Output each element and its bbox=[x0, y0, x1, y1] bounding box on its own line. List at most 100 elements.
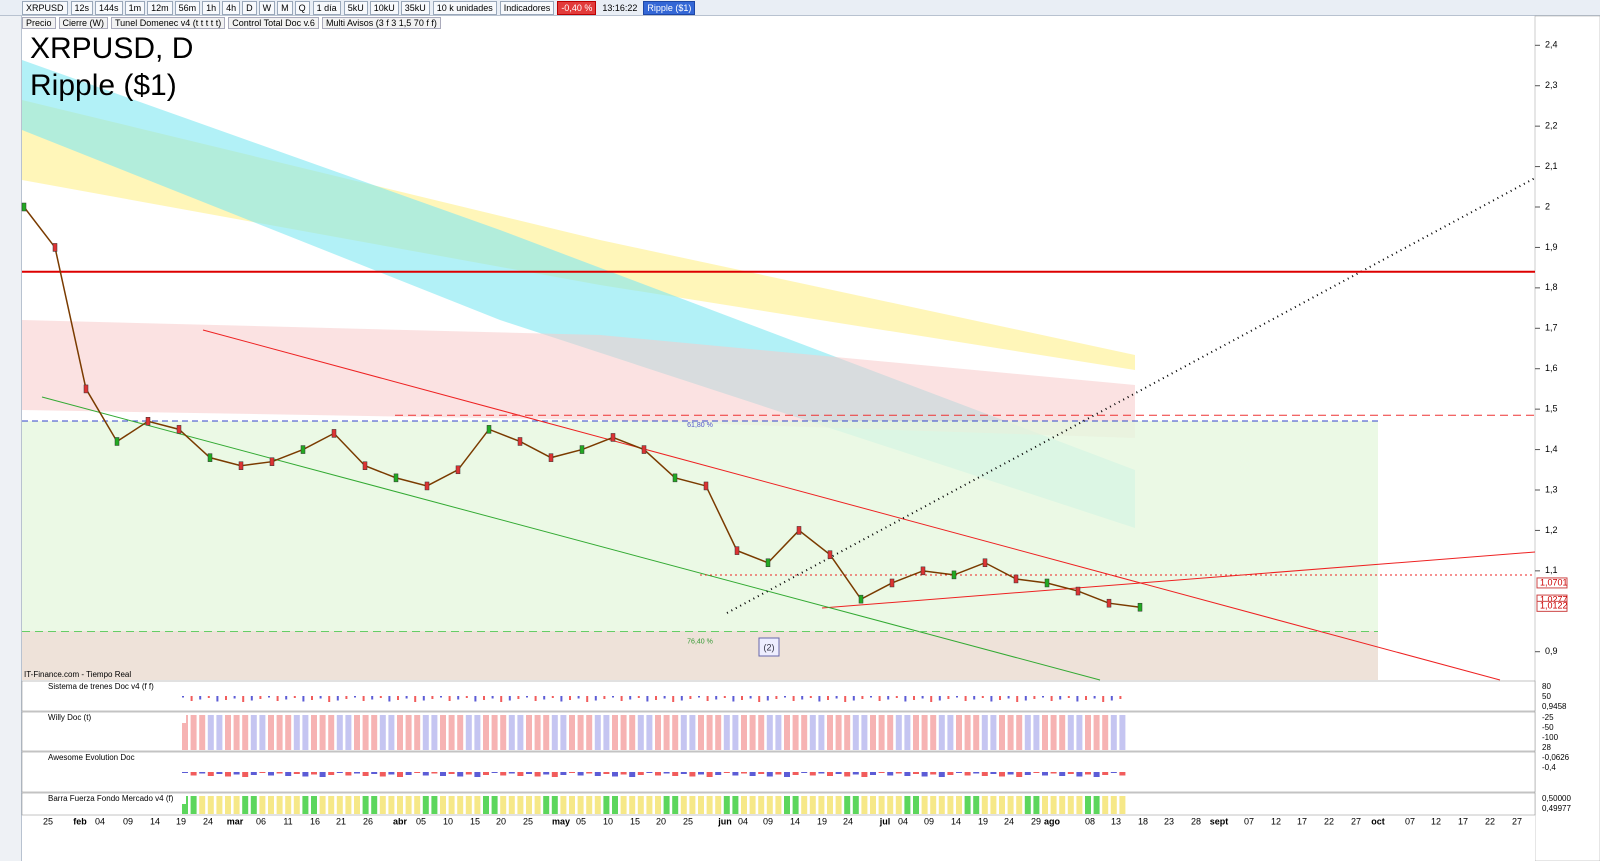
indicator-bar bbox=[655, 796, 661, 814]
indicator-bar bbox=[964, 772, 971, 776]
panel-title: Awesome Evolution Doc bbox=[48, 753, 135, 762]
x-tick-label: 14 bbox=[150, 816, 160, 826]
y-tick-label: 1,5 bbox=[1545, 404, 1558, 414]
indicator-bar bbox=[947, 772, 954, 775]
candle bbox=[672, 473, 678, 483]
indicator-bar bbox=[242, 796, 249, 814]
indicator-bar bbox=[1024, 796, 1031, 814]
indicator-bar bbox=[293, 696, 296, 698]
period[interactable]: 1 día bbox=[312, 0, 341, 15]
indicator-bar bbox=[311, 715, 317, 750]
indicator-bar bbox=[319, 796, 326, 814]
panel-axis-label: -0,4 bbox=[1542, 763, 1556, 772]
indicator-bar bbox=[715, 796, 722, 814]
indicator-bar bbox=[474, 772, 481, 777]
indicator-bar bbox=[474, 796, 481, 814]
indicator-bar bbox=[190, 772, 197, 776]
interval-button[interactable]: M bbox=[277, 0, 293, 15]
indicator-bar bbox=[861, 772, 868, 777]
indicator-bar bbox=[689, 796, 696, 814]
indicator-bar bbox=[293, 715, 300, 750]
interval-button[interactable]: 12m bbox=[147, 0, 173, 15]
indicator-bar bbox=[698, 696, 700, 698]
indicator-bar bbox=[285, 796, 292, 814]
indicator-bar bbox=[723, 772, 730, 773]
marker-box[interactable] bbox=[758, 637, 780, 657]
interval-button[interactable]: Q bbox=[294, 0, 310, 15]
indicator-bar bbox=[448, 696, 451, 701]
candle bbox=[393, 473, 399, 483]
panel-graphics bbox=[182, 796, 1126, 814]
indicator-bar bbox=[560, 696, 563, 702]
indicator-bar bbox=[414, 796, 421, 814]
x-tick-label: 05 bbox=[576, 816, 586, 826]
indicator-bar bbox=[336, 772, 343, 773]
overlay[interactable]: Tunel Domenec v4 (t t t t t) bbox=[111, 17, 226, 29]
indicator-bar bbox=[792, 715, 799, 750]
indicator-bar bbox=[474, 715, 481, 750]
indicator-bar bbox=[422, 796, 429, 814]
brown-zone bbox=[22, 631, 1378, 680]
indicator-bar bbox=[577, 772, 584, 776]
symbol[interactable]: XRPUSD bbox=[22, 0, 68, 15]
overlay[interactable]: Precio bbox=[22, 17, 56, 29]
indicator-bar bbox=[276, 796, 283, 814]
interval-button[interactable]: W bbox=[258, 0, 276, 15]
unit-mode[interactable]: 10 k unidades bbox=[432, 0, 497, 15]
interval-button[interactable]: 4h bbox=[222, 0, 241, 15]
indicator-bar bbox=[371, 796, 378, 814]
overlay[interactable]: Multi Avisos (3 f 3 1,5 70 f f) bbox=[321, 17, 441, 29]
chart-title: XRPUSD, D bbox=[30, 32, 193, 65]
indicator-bar bbox=[999, 696, 1001, 700]
indicator-bar bbox=[861, 715, 868, 750]
indicator-bar bbox=[1085, 696, 1087, 700]
indicator-bar bbox=[1093, 772, 1100, 777]
overlay[interactable]: Control Total Doc v.6 bbox=[228, 17, 319, 29]
unit-button[interactable]: 10kU bbox=[369, 0, 399, 15]
interval-button[interactable]: D bbox=[242, 0, 257, 15]
indicator-bar bbox=[844, 796, 851, 814]
x-tick-label: 23 bbox=[1164, 816, 1174, 826]
marker[interactable]: (2) bbox=[764, 642, 775, 652]
indicator-bar bbox=[629, 696, 632, 700]
indicator-bar bbox=[440, 696, 442, 698]
indicator-bar bbox=[534, 696, 537, 701]
indicator-bar bbox=[371, 696, 374, 700]
interval-button[interactable]: 12s bbox=[70, 0, 94, 15]
panel-axis-label: -25 bbox=[1542, 713, 1554, 722]
price-label: 1,0701 bbox=[1540, 577, 1568, 587]
indicator-bar bbox=[190, 715, 197, 750]
indicator-bar bbox=[397, 696, 399, 700]
indicator-bar bbox=[1007, 696, 1010, 699]
indicator-bar bbox=[1067, 715, 1074, 750]
indicator-bar bbox=[199, 715, 206, 750]
interval-button[interactable]: 1m bbox=[124, 0, 146, 15]
indicator-bar bbox=[1110, 715, 1117, 750]
panel-axis-label: 0,50000 bbox=[1542, 794, 1571, 803]
indicator-bar bbox=[809, 772, 816, 776]
interval-button[interactable]: 56m bbox=[174, 0, 201, 15]
candle bbox=[114, 437, 120, 446]
y-tick-label: 1,2 bbox=[1545, 525, 1558, 535]
indicator-bar bbox=[801, 696, 804, 700]
unit-button[interactable]: 35kU bbox=[400, 0, 430, 15]
indicators[interactable]: Indicadores bbox=[499, 0, 555, 15]
x-tick-label: 08 bbox=[1085, 816, 1095, 826]
interval-button[interactable]: 1h bbox=[202, 0, 221, 15]
unit-button[interactable]: 5kU bbox=[343, 0, 368, 15]
indicator-bar bbox=[474, 696, 477, 702]
indicator-bar bbox=[852, 696, 855, 701]
indicator-bar bbox=[646, 715, 653, 750]
candle bbox=[455, 465, 461, 475]
indicator-bar bbox=[302, 772, 309, 777]
indicator-bar bbox=[956, 772, 962, 773]
indicator-bar bbox=[1102, 696, 1105, 702]
indicator-bar bbox=[921, 696, 924, 699]
interval-button[interactable]: 144s bbox=[95, 0, 123, 15]
indicator-bar bbox=[766, 796, 773, 814]
indicator-bar bbox=[182, 772, 188, 773]
panel-graphics bbox=[182, 696, 1122, 702]
indicator-bar bbox=[741, 796, 747, 814]
x-tick-label: 15 bbox=[470, 816, 480, 826]
overlay[interactable]: Cierre (W) bbox=[58, 17, 109, 29]
